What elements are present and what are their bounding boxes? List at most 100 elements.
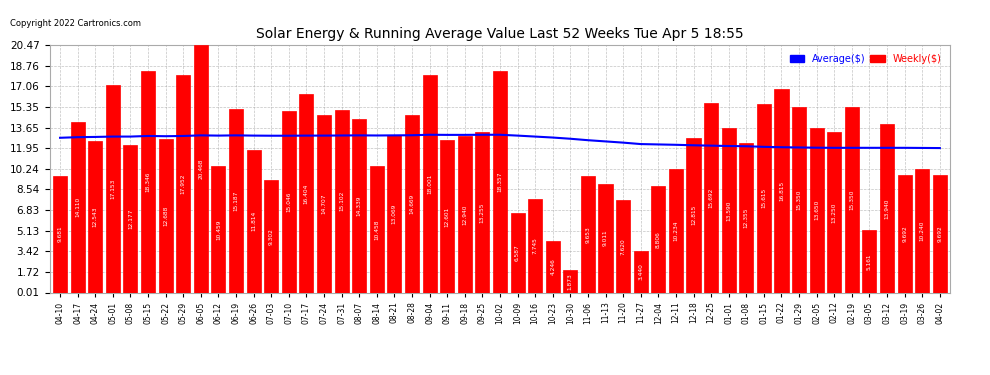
Text: 6.587: 6.587 <box>515 244 520 261</box>
Text: 12.688: 12.688 <box>163 206 168 226</box>
Bar <box>53 176 67 292</box>
Text: 14.110: 14.110 <box>75 197 80 217</box>
Text: 14.707: 14.707 <box>322 194 327 214</box>
Bar <box>405 115 419 292</box>
Text: 17.153: 17.153 <box>110 178 116 199</box>
Text: 10.459: 10.459 <box>216 219 221 240</box>
Bar <box>369 166 384 292</box>
Line: Average($): Average($) <box>60 135 940 148</box>
Bar <box>457 136 472 292</box>
Bar <box>792 107 806 292</box>
Text: 15.350: 15.350 <box>849 189 854 210</box>
Bar <box>563 270 577 292</box>
Text: 15.350: 15.350 <box>797 189 802 210</box>
Bar <box>229 109 244 292</box>
Text: 18.346: 18.346 <box>146 171 150 192</box>
Bar <box>493 70 507 292</box>
Bar <box>933 176 946 292</box>
Average($) <box>934 146 945 150</box>
Text: 5.161: 5.161 <box>867 253 872 270</box>
Title: Solar Energy & Running Average Value Last 52 Weeks Tue Apr 5 18:55: Solar Energy & Running Average Value Las… <box>256 27 743 41</box>
Bar <box>264 180 278 292</box>
Text: 9.302: 9.302 <box>268 228 273 245</box>
Bar <box>844 107 859 292</box>
Text: 18.001: 18.001 <box>427 174 432 194</box>
Average($) <box>336 133 347 138</box>
Bar <box>88 141 102 292</box>
Bar <box>141 71 155 292</box>
Legend: Average($), Weekly($): Average($), Weekly($) <box>786 50 945 68</box>
Bar <box>158 139 172 292</box>
Text: 13.069: 13.069 <box>392 203 397 224</box>
Bar <box>387 135 401 292</box>
Bar <box>70 122 85 292</box>
Text: 9.681: 9.681 <box>57 226 62 242</box>
Text: 9.692: 9.692 <box>938 226 942 242</box>
Text: 13.590: 13.590 <box>727 200 732 220</box>
Text: 15.046: 15.046 <box>286 191 291 212</box>
Text: 7.745: 7.745 <box>533 237 538 254</box>
Text: 3.440: 3.440 <box>639 263 644 280</box>
Text: 4.246: 4.246 <box>550 259 555 275</box>
Average($) <box>248 134 259 138</box>
Text: 12.940: 12.940 <box>462 204 467 225</box>
Average($) <box>652 142 664 147</box>
Bar <box>756 104 771 292</box>
Average($) <box>917 146 929 150</box>
Bar <box>599 184 613 292</box>
Bar <box>810 128 824 292</box>
Bar <box>774 89 788 292</box>
Text: 13.255: 13.255 <box>480 202 485 223</box>
Text: 16.404: 16.404 <box>304 183 309 204</box>
Text: 8.806: 8.806 <box>655 231 660 248</box>
Bar <box>704 103 718 292</box>
Text: 12.177: 12.177 <box>128 209 133 229</box>
Text: 15.187: 15.187 <box>234 190 239 211</box>
Bar <box>686 138 701 292</box>
Bar <box>475 132 489 292</box>
Bar <box>581 176 595 292</box>
Text: Copyright 2022 Cartronics.com: Copyright 2022 Cartronics.com <box>10 19 141 28</box>
Bar <box>722 128 736 292</box>
Bar <box>124 146 138 292</box>
Bar <box>651 186 665 292</box>
Text: 16.815: 16.815 <box>779 181 784 201</box>
Text: 12.601: 12.601 <box>445 206 449 226</box>
Bar <box>528 199 543 292</box>
Text: 10.240: 10.240 <box>920 220 925 241</box>
Text: 14.669: 14.669 <box>410 194 415 214</box>
Average($) <box>705 143 717 148</box>
Text: 10.234: 10.234 <box>673 220 678 241</box>
Average($) <box>424 132 436 137</box>
Bar <box>317 115 331 292</box>
Text: 17.952: 17.952 <box>181 174 186 194</box>
Bar <box>212 166 226 292</box>
Text: 11.814: 11.814 <box>251 211 256 231</box>
Bar <box>634 251 647 292</box>
Average($) <box>54 135 66 140</box>
Text: 15.692: 15.692 <box>709 188 714 208</box>
Text: 1.873: 1.873 <box>568 273 573 290</box>
Text: 9.011: 9.011 <box>603 230 608 246</box>
Bar <box>247 150 260 292</box>
Text: 14.339: 14.339 <box>356 196 361 216</box>
Text: 12.815: 12.815 <box>691 205 696 225</box>
Bar <box>352 119 366 292</box>
Text: 13.940: 13.940 <box>884 198 890 219</box>
Text: 13.650: 13.650 <box>814 200 819 220</box>
Bar <box>106 85 120 292</box>
Text: 18.357: 18.357 <box>497 171 503 192</box>
Text: 15.102: 15.102 <box>340 191 345 211</box>
Bar <box>423 75 437 292</box>
Bar <box>545 241 559 292</box>
Bar <box>915 169 930 292</box>
Bar <box>898 176 912 292</box>
Average($) <box>318 134 330 138</box>
Bar <box>828 132 842 292</box>
Text: 9.653: 9.653 <box>585 226 590 243</box>
Bar <box>176 75 190 292</box>
Bar <box>511 213 525 292</box>
Bar <box>880 124 894 292</box>
Bar <box>441 140 454 292</box>
Text: 12.543: 12.543 <box>93 207 98 227</box>
